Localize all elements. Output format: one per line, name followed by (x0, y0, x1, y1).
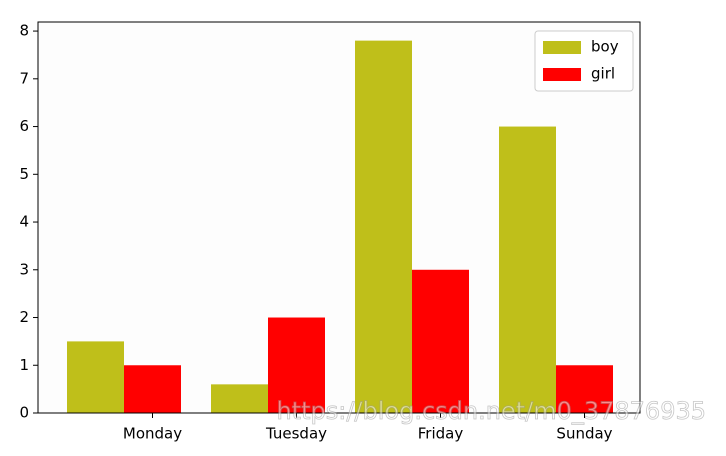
x-tick-label: Tuesday (265, 425, 327, 443)
y-tick-label: 0 (19, 404, 29, 422)
y-tick-label: 4 (19, 213, 29, 231)
bar (268, 317, 325, 413)
y-tick-label: 2 (19, 308, 29, 326)
bar (355, 40, 412, 413)
bar (211, 384, 268, 413)
bar (499, 126, 556, 414)
y-tick-label: 5 (19, 165, 29, 183)
y-tick-label: 8 (19, 22, 29, 40)
watermark: https://blog.csdn.net/m0_37876935 (276, 397, 706, 425)
y-tick-label: 6 (19, 117, 29, 135)
bar (124, 365, 181, 413)
y-tick-label: 1 (19, 356, 29, 374)
bar (556, 365, 613, 413)
bar (67, 341, 124, 413)
legend-label: boy (591, 38, 619, 56)
y-tick-label: 3 (19, 260, 29, 278)
axes-frame (37, 21, 641, 414)
x-tick-label: Monday (123, 425, 182, 443)
legend-swatch (543, 68, 581, 81)
y-tick-label: 7 (19, 69, 29, 87)
legend-swatch (543, 41, 581, 54)
bar (412, 269, 469, 413)
x-tick-label: Friday (418, 425, 464, 443)
x-tick-label: Sunday (556, 425, 612, 443)
legend-label: girl (591, 65, 615, 83)
